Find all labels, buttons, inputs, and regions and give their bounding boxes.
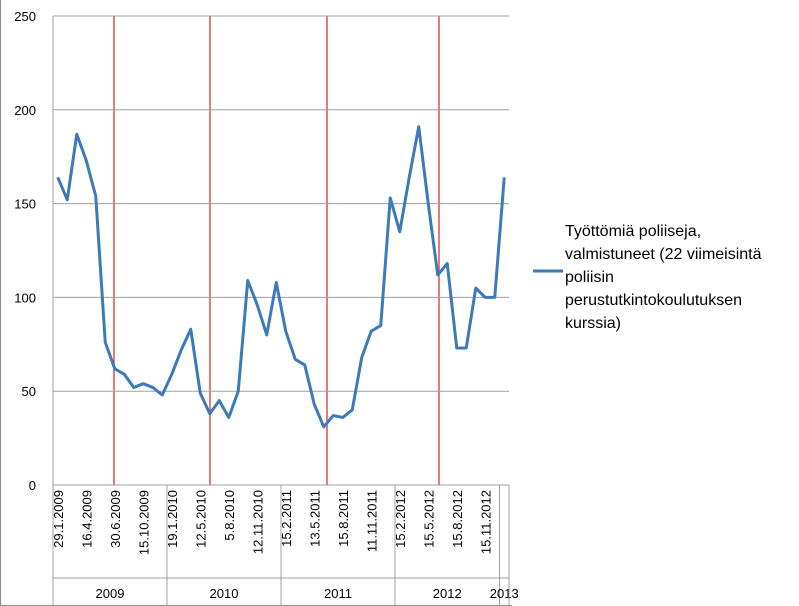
data-line [56, 125, 506, 429]
x-tick-label: 12.5.2010 [193, 490, 208, 548]
x-tick-label: 15.5.2012 [421, 490, 436, 548]
x-tick-label: 11.11.2011 [364, 490, 379, 552]
x-tick-label: 5.8.2010 [222, 490, 237, 541]
y-tick-label: 100 [14, 290, 36, 305]
x-tick-label: 12.11.2010 [250, 490, 265, 554]
y-tick-label: 250 [14, 9, 36, 24]
y-tick-label: 200 [14, 103, 36, 118]
legend: Työttömiä poliiseja, valmistuneet (22 vi… [533, 220, 790, 335]
x-tick-label: 15.8.2012 [450, 490, 465, 548]
x-tick-label: 13.5.2011 [307, 490, 322, 547]
x-tick-label: 16.4.2009 [79, 490, 94, 548]
x-tick-label: 30.6.2009 [108, 490, 123, 548]
group-label: 2013 [490, 586, 519, 601]
x-tick-label: 29.1.2009 [51, 490, 66, 548]
x-tick-label: 15.2.2011 [279, 490, 294, 547]
legend-swatch [533, 269, 563, 273]
legend-label: Työttömiä poliiseja, valmistuneet (22 vi… [565, 223, 762, 332]
y-tick-label: 150 [14, 197, 36, 212]
group-label: 2011 [324, 586, 352, 601]
group-label: 2009 [96, 586, 125, 601]
x-tick-label: 15.2.2012 [393, 490, 408, 548]
x-tick-label: 15.8.2011 [336, 490, 351, 547]
y-tick-label: 0 [29, 478, 36, 493]
x-tick-label: 15.11.2012 [478, 490, 493, 554]
x-tick-label: 19.1.2010 [165, 490, 180, 548]
group-label: 2012 [433, 586, 462, 601]
y-tick-label: 50 [22, 384, 36, 399]
group-label: 2010 [210, 586, 239, 601]
x-tick-label: 15.10.2009 [136, 490, 151, 555]
